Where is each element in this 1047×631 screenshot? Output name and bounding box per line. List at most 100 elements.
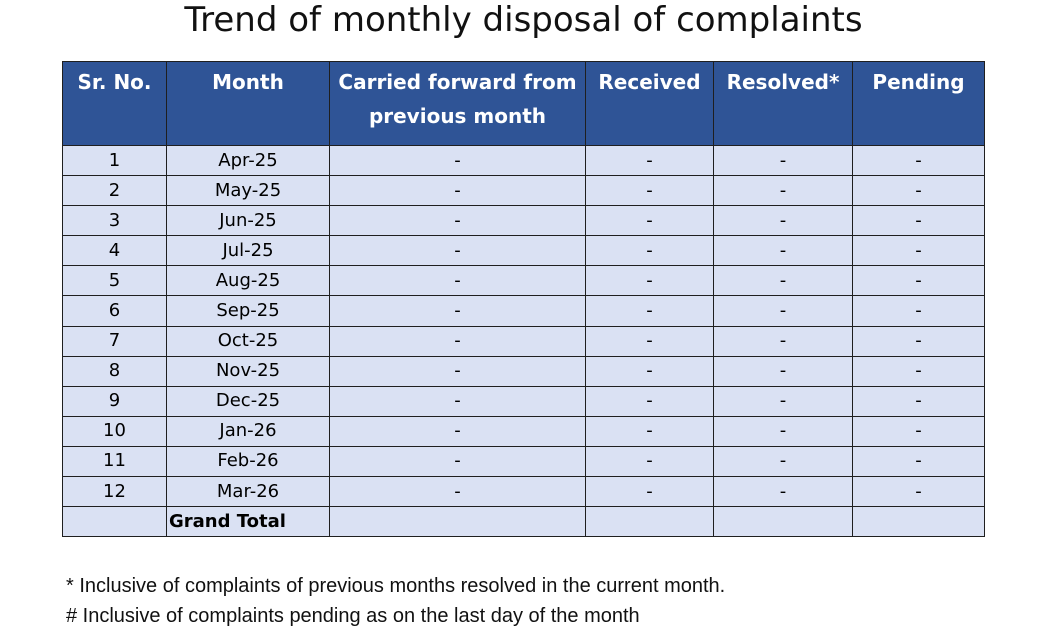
cell-received: - <box>585 476 714 508</box>
cell-pending: - <box>852 415 985 447</box>
table-row: 10 Jan-26 - - - - <box>62 415 985 447</box>
grand-total-row: Grand Total <box>62 506 985 538</box>
cell-pending: - <box>852 235 985 267</box>
cell-carried-forward-total <box>329 506 586 538</box>
complaints-table: Sr. No. Month Carried forward from previ… <box>62 61 985 538</box>
cell-resolved: - <box>713 325 853 357</box>
cell-month: Feb-26 <box>166 445 330 478</box>
cell-month: Jun-25 <box>166 205 330 237</box>
header-sr-no: Sr. No. <box>62 61 167 146</box>
cell-sr-no: 7 <box>62 325 167 357</box>
cell-received: - <box>585 235 714 267</box>
cell-received: - <box>585 265 714 297</box>
cell-carried-forward: - <box>329 295 586 327</box>
header-resolved: Resolved* <box>713 61 853 146</box>
footnote-resolved: * Inclusive of complaints of previous mo… <box>66 575 726 597</box>
cell-sr-no: 10 <box>62 415 167 447</box>
cell-resolved: - <box>713 415 853 447</box>
cell-pending: - <box>852 476 985 508</box>
cell-received: - <box>585 355 714 387</box>
table-row: 9 Dec-25 - - - - <box>62 385 985 417</box>
cell-resolved: - <box>713 235 853 267</box>
cell-sr-no: 4 <box>62 235 167 267</box>
table-row: 11 Feb-26 - - - - <box>62 445 985 478</box>
cell-pending: - <box>852 325 985 357</box>
table-row: 5 Aug-25 - - - - <box>62 265 985 297</box>
cell-pending: - <box>852 265 985 297</box>
cell-resolved: - <box>713 385 853 417</box>
cell-resolved: - <box>713 175 853 207</box>
cell-sr-no: 9 <box>62 385 167 417</box>
cell-received: - <box>585 295 714 327</box>
table-row: 3 Jun-25 - - - - <box>62 205 985 237</box>
cell-month: May-25 <box>166 175 330 207</box>
cell-carried-forward: - <box>329 355 586 387</box>
cell-sr-no: 8 <box>62 355 167 387</box>
cell-resolved: - <box>713 445 853 478</box>
cell-carried-forward: - <box>329 205 586 237</box>
cell-sr-no: 12 <box>62 476 167 508</box>
cell-carried-forward: - <box>329 385 586 417</box>
cell-sr-no: 5 <box>62 265 167 297</box>
header-row: Sr. No. Month Carried forward from previ… <box>62 61 985 146</box>
cell-month: Jan-26 <box>166 415 330 447</box>
cell-resolved: - <box>713 295 853 327</box>
cell-month: Mar-26 <box>166 476 330 508</box>
cell-carried-forward: - <box>329 175 586 207</box>
table-row: 12 Mar-26 - - - - <box>62 476 985 508</box>
cell-received: - <box>585 205 714 237</box>
cell-carried-forward: - <box>329 265 586 297</box>
footnotes: * Inclusive of complaints of previous mo… <box>66 571 725 631</box>
cell-month: Sep-25 <box>166 295 330 327</box>
cell-resolved: - <box>713 476 853 508</box>
grand-total-label: Grand Total <box>166 506 330 538</box>
cell-carried-forward: - <box>329 476 586 508</box>
header-carried-forward: Carried forward from previous month <box>329 61 586 146</box>
cell-resolved: - <box>713 265 853 297</box>
header-pending: Pending <box>852 61 985 146</box>
header-received: Received <box>585 61 714 146</box>
table-row: 7 Oct-25 - - - - <box>62 325 985 357</box>
cell-carried-forward: - <box>329 144 586 177</box>
cell-sr-no: 1 <box>62 144 167 177</box>
cell-received: - <box>585 175 714 207</box>
cell-carried-forward: - <box>329 325 586 357</box>
table-row: 2 May-25 - - - - <box>62 175 985 207</box>
cell-resolved-total <box>713 506 853 538</box>
cell-pending: - <box>852 355 985 387</box>
cell-carried-forward: - <box>329 235 586 267</box>
cell-pending: - <box>852 445 985 478</box>
cell-carried-forward: - <box>329 415 586 447</box>
cell-carried-forward: - <box>329 445 586 478</box>
cell-resolved: - <box>713 205 853 237</box>
cell-received-total <box>585 506 714 538</box>
cell-pending: - <box>852 295 985 327</box>
cell-pending: - <box>852 385 985 417</box>
cell-pending: - <box>852 175 985 207</box>
cell-sr-no: 3 <box>62 205 167 237</box>
cell-received: - <box>585 415 714 447</box>
cell-month: Nov-25 <box>166 355 330 387</box>
cell-sr-no-empty <box>62 506 167 538</box>
table-row: 4 Jul-25 - - - - <box>62 235 985 267</box>
cell-received: - <box>585 445 714 478</box>
table-row: 1 Apr-25 - - - - <box>62 144 985 177</box>
cell-month: Apr-25 <box>166 144 330 177</box>
page-title: Trend of monthly disposal of complaints <box>184 0 863 40</box>
header-month: Month <box>166 61 330 146</box>
table-row: 8 Nov-25 - - - - <box>62 355 985 387</box>
cell-sr-no: 11 <box>62 445 167 478</box>
cell-resolved: - <box>713 144 853 177</box>
table-header: Sr. No. Month Carried forward from previ… <box>62 61 985 146</box>
cell-pending: - <box>852 205 985 237</box>
table-row: 6 Sep-25 - - - - <box>62 295 985 327</box>
cell-received: - <box>585 325 714 357</box>
cell-month: Dec-25 <box>166 385 330 417</box>
cell-sr-no: 6 <box>62 295 167 327</box>
cell-resolved: - <box>713 355 853 387</box>
footnote-pending: # Inclusive of complaints pending as on … <box>66 605 640 627</box>
cell-received: - <box>585 385 714 417</box>
cell-pending: - <box>852 144 985 177</box>
cell-month: Oct-25 <box>166 325 330 357</box>
cell-sr-no: 2 <box>62 175 167 207</box>
